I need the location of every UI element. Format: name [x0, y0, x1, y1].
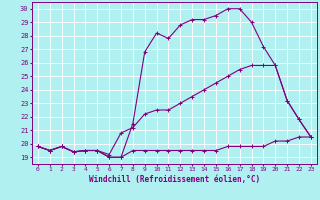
X-axis label: Windchill (Refroidissement éolien,°C): Windchill (Refroidissement éolien,°C) — [89, 175, 260, 184]
